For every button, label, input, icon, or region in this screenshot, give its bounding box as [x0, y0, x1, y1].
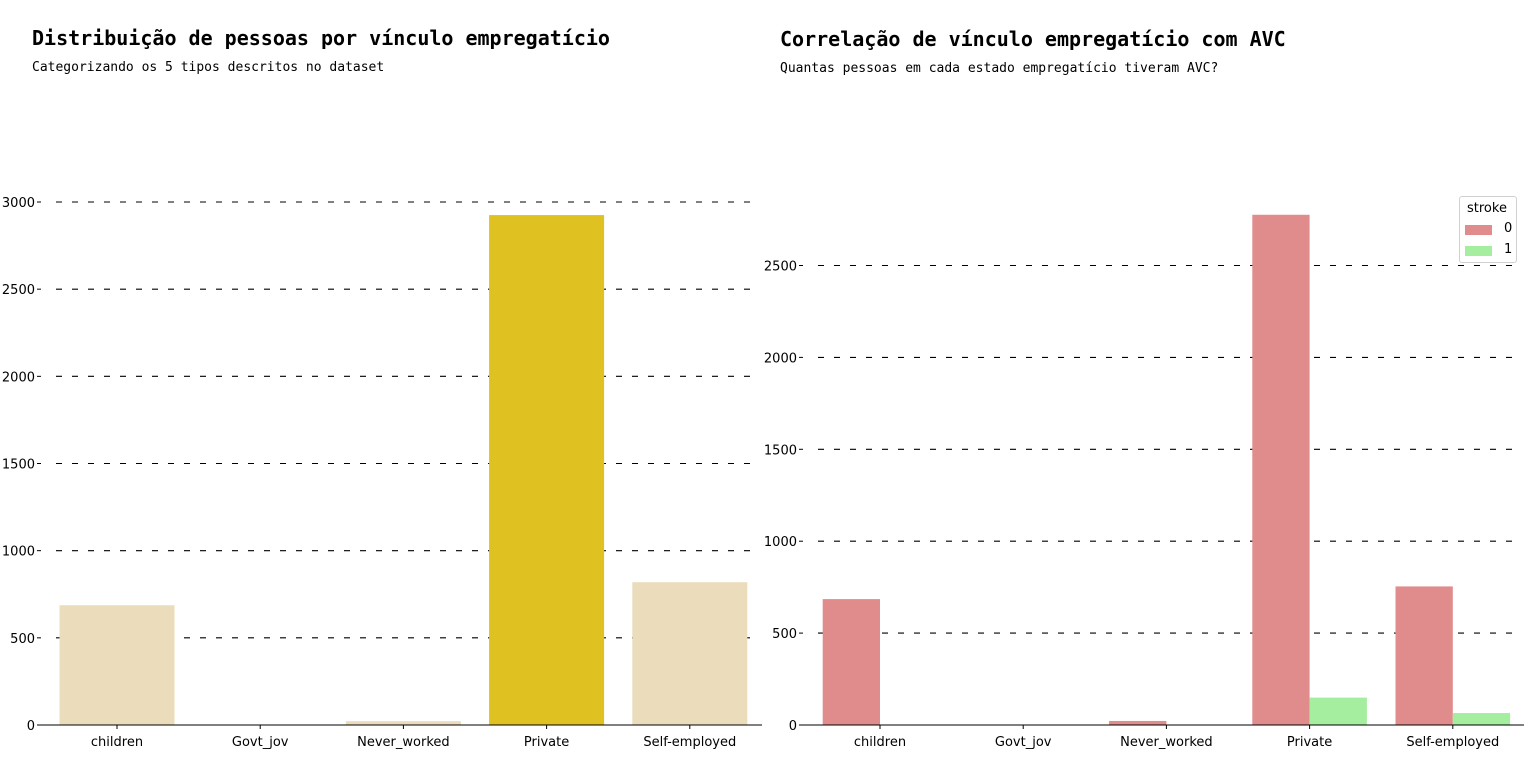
right-xtick-label: Govt_jov	[995, 735, 1052, 750]
left-xtick-label: Never_worked	[357, 735, 450, 750]
left-xtick-label: Govt_jov	[232, 735, 289, 750]
left-xtick-label: Private	[524, 735, 569, 750]
right-xtick-label: Self-employed	[1406, 735, 1499, 750]
left-ytick-label: 2000	[2, 370, 35, 385]
left-chart-subtitle: Categorizando os 5 tipos descritos no da…	[32, 60, 385, 75]
left-bar-self-employed	[632, 582, 748, 725]
left-ytick-label: 2500	[2, 283, 35, 298]
left-chart-title: Distribuição de pessoas por vínculo empr…	[32, 26, 610, 50]
legend-label-1: 1	[1504, 242, 1513, 257]
right-ytick-label: 1000	[764, 535, 797, 550]
legend-title: stroke	[1467, 201, 1507, 216]
left-ytick-label: 500	[10, 632, 35, 647]
left-xtick-label: Self-employed	[643, 735, 736, 750]
legend-swatch-1	[1465, 246, 1492, 256]
legend-item-1: 1	[1464, 242, 1514, 260]
left-ytick-label: 3000	[2, 196, 35, 211]
right-ytick-label: 0	[789, 719, 797, 734]
legend-label-0: 0	[1504, 221, 1513, 236]
stroke-legend: stroke 0 1	[1459, 196, 1517, 263]
left-bar-children	[59, 605, 175, 725]
left-ytick-label: 0	[27, 719, 35, 734]
right-ytick-label: 500	[772, 627, 797, 642]
right-bar-never_worked-stroke-0	[1109, 720, 1167, 725]
right-ytick-label: 2500	[764, 260, 797, 275]
right-bar-children-stroke-0	[822, 599, 880, 725]
left-ytick-label: 1500	[2, 458, 35, 473]
legend-swatch-0	[1465, 225, 1492, 235]
right-ytick-label: 1500	[764, 443, 797, 458]
right-bar-private-stroke-0	[1252, 214, 1310, 726]
left-xtick-label: children	[91, 735, 143, 750]
right-ytick-label: 2000	[764, 351, 797, 366]
right-chart-subtitle: Quantas pessoas em cada estado empregatí…	[780, 61, 1219, 76]
right-bar-private-stroke-1	[1309, 697, 1367, 725]
right-xtick-label: children	[854, 735, 906, 750]
left-bar-never_worked	[345, 721, 461, 725]
right-bar-self-employed-stroke-1	[1452, 713, 1511, 725]
left-ytick-label: 1000	[2, 545, 35, 560]
right-chart-title: Correlação de vínculo empregatício com A…	[780, 27, 1286, 51]
right-xtick-label: Never_worked	[1120, 735, 1213, 750]
legend-item-0: 0	[1464, 221, 1514, 239]
right-bar-self-employed-stroke-0	[1395, 586, 1453, 725]
left-bar-private	[489, 215, 605, 725]
right-xtick-label: Private	[1287, 735, 1332, 750]
